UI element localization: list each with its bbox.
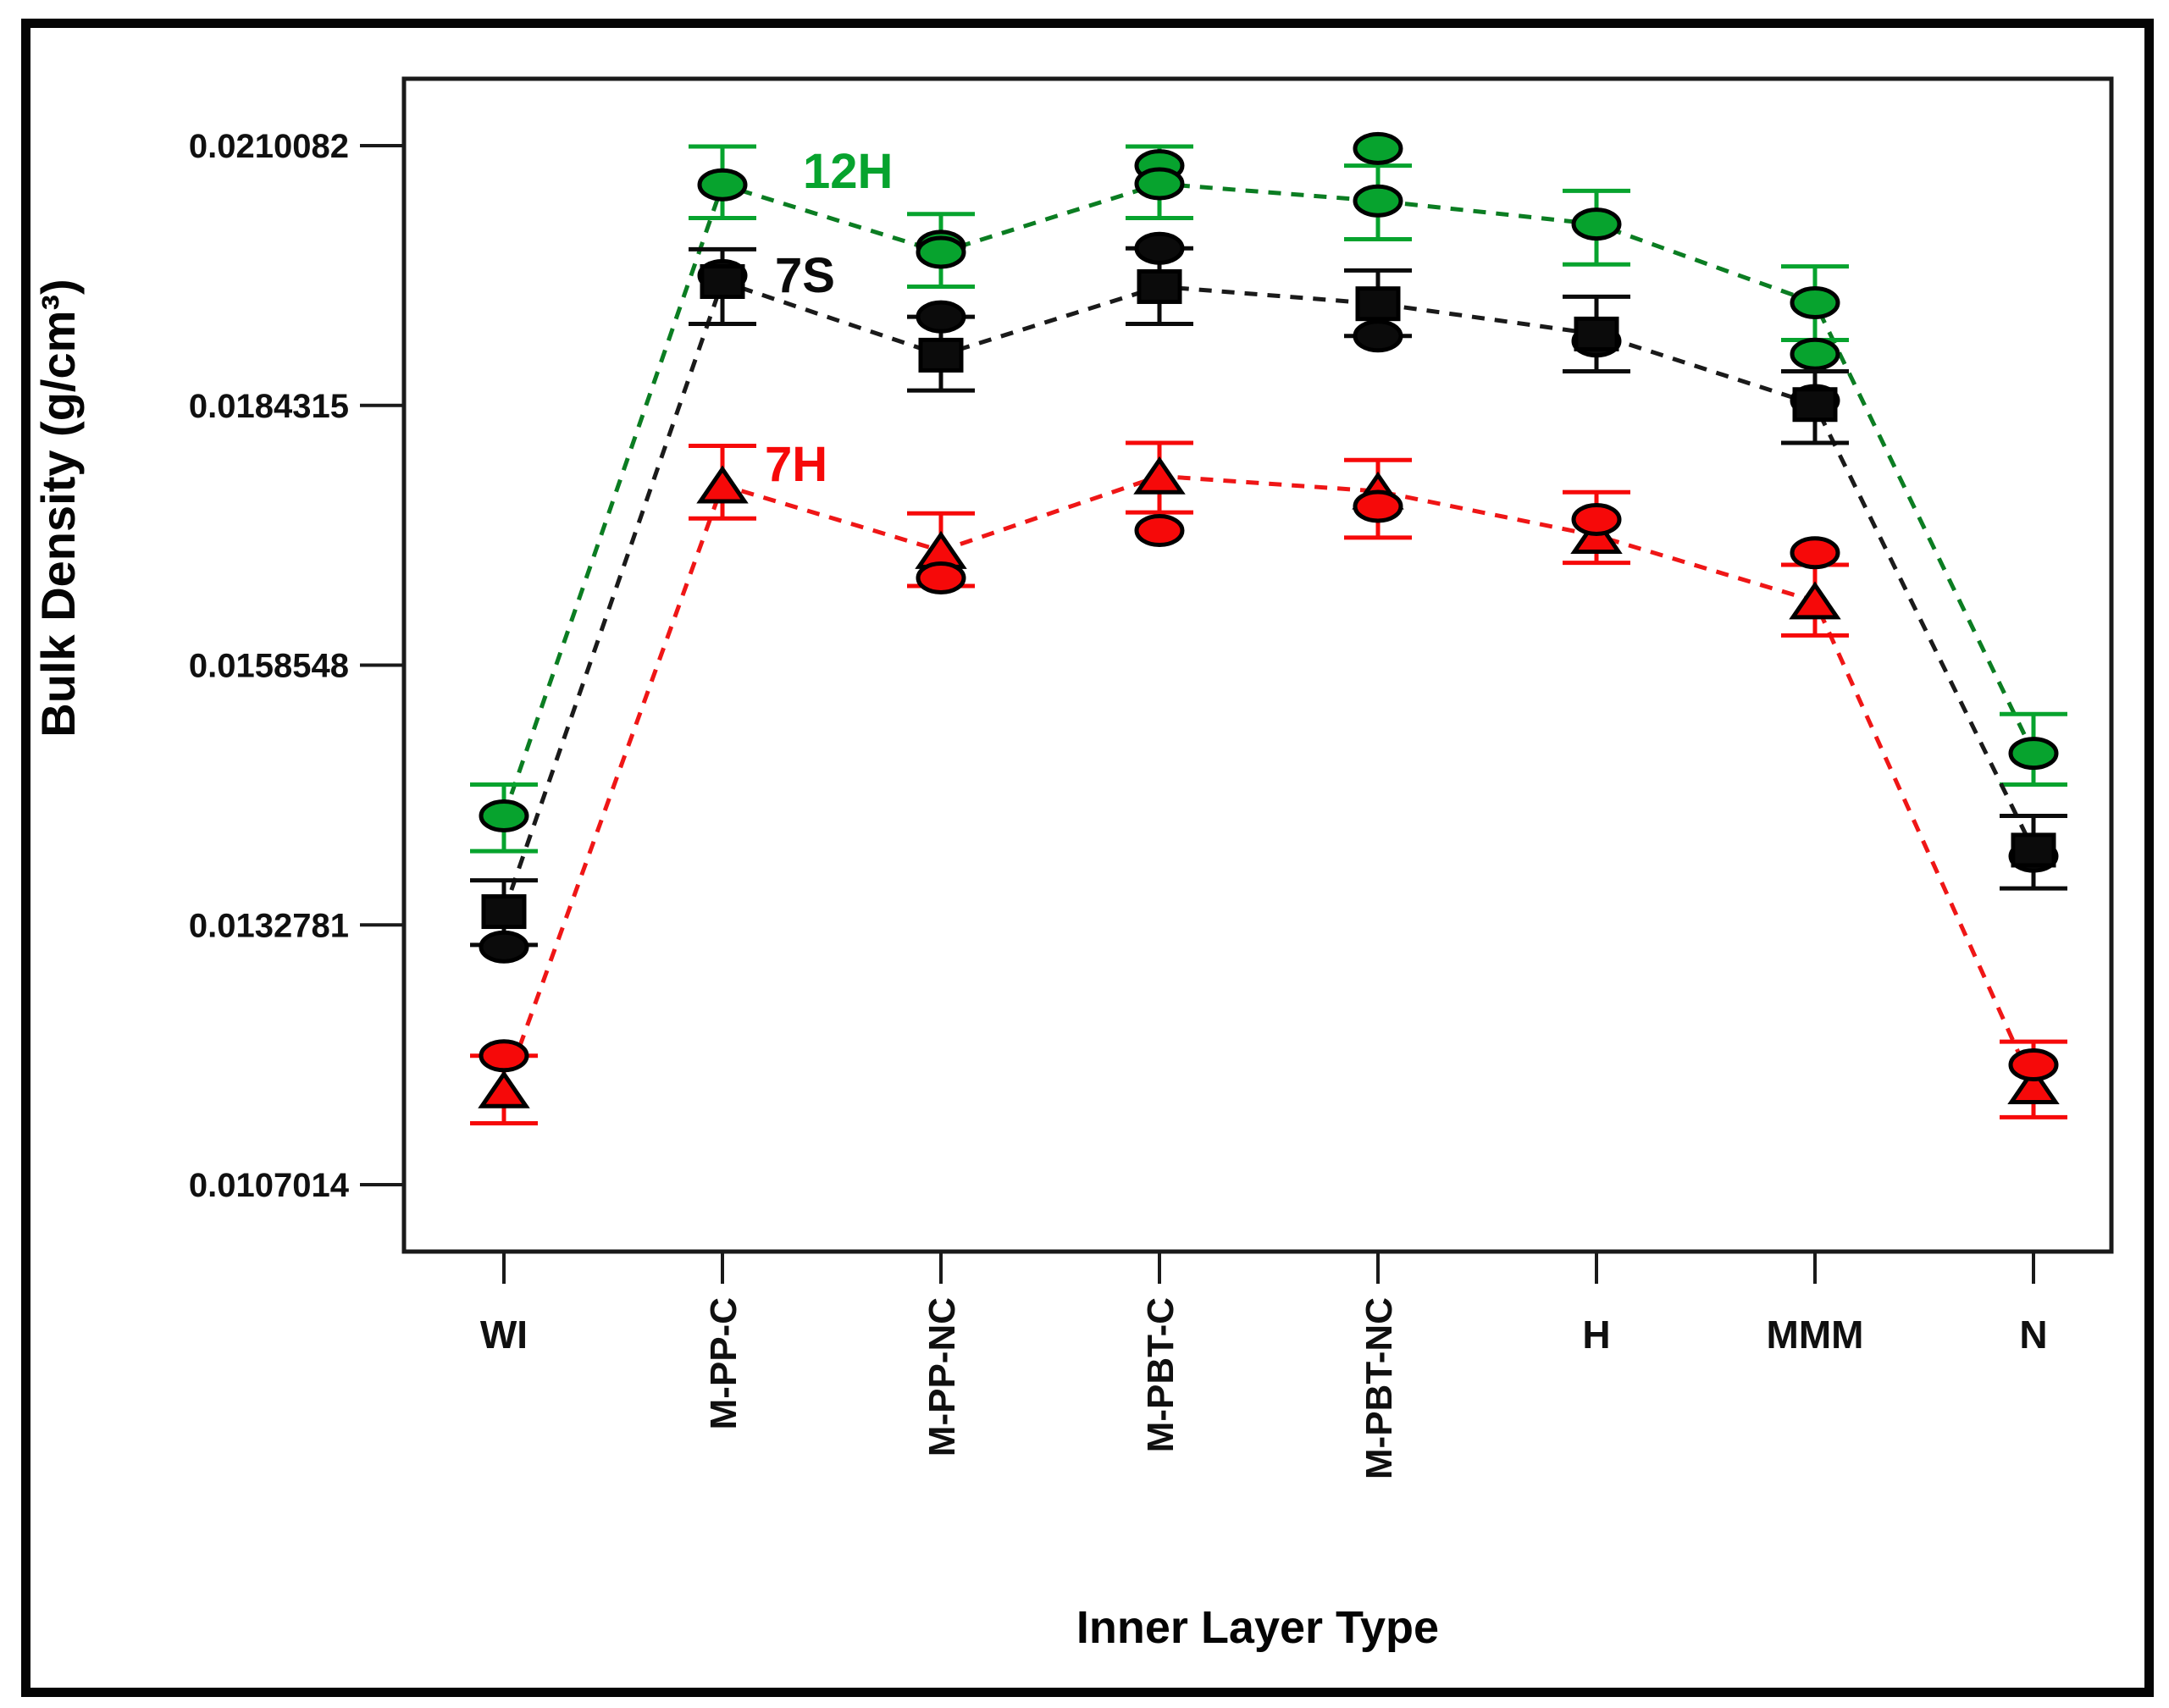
data-point-ellipse [479,799,529,832]
data-point-square [1137,268,1182,304]
y-axis-title: Bulk Density (g/cm³) [31,279,85,737]
x-axis: WI M-PP-C M-PP-NC M-PBT-C M-PBT-NC H MMM N [480,1252,2048,1479]
data-point-triangle [2007,1066,2060,1105]
data-point-ellipse [2008,737,2059,771]
series-label-7H: 7H [765,437,827,492]
data-point-ellipse [1134,514,1185,548]
data-point-triangle [696,465,749,504]
data-point-square [1792,387,1838,423]
series-label-7S: 7S [775,248,835,303]
plot-border [401,76,2114,1254]
series-line [501,181,2036,817]
x-tick-label: H [1582,1313,1610,1357]
y-tick-label: 0.0210082 [189,128,349,165]
data-point-ellipse [916,300,966,334]
data-point-ellipse [916,561,966,595]
data-point-ellipse [697,168,748,202]
y-tick-label: 0.0132781 [189,907,349,944]
series-line [501,473,2036,1092]
y-tick-label: 0.0184315 [189,388,349,425]
data-point-ellipse [1353,131,1403,165]
data-point-triangle [478,1070,530,1108]
x-tick-label: MMM [1767,1313,1864,1357]
data-point-ellipse [2008,1048,2059,1082]
data-point-square [1574,316,1619,351]
y-tick-label: 0.0107014 [189,1167,350,1204]
x-tick-label: M-PBT-NC [1358,1297,1400,1479]
data-point-ellipse [1790,286,1840,320]
data-point-ellipse [1571,502,1622,536]
data-point-ellipse [1571,207,1622,241]
data-point-triangle [1133,456,1186,495]
series-12H [470,131,2067,854]
x-tick-label: WI [480,1313,528,1357]
data-point-ellipse [1790,337,1840,371]
data-point-ellipse [1790,536,1840,570]
x-tick-label: M-PP-C [703,1297,744,1429]
y-axis: 0.0210082 0.0184315 0.0158548 0.0132781 0.01… [189,128,404,1204]
data-point-ellipse [479,1039,529,1073]
series-7H [470,440,2067,1126]
data-point-ellipse [1353,489,1403,523]
data-point-ellipse [1353,184,1403,218]
series-label-12H: 12H [803,144,893,199]
data-point-square [918,337,964,373]
series-line [501,279,2036,913]
data-point-square [2011,832,2056,868]
figure-frame [21,19,2154,1697]
y-tick-label: 0.0158548 [189,648,349,685]
x-axis-title: Inner Layer Type [1076,1602,1439,1653]
data-point-square [700,264,745,300]
x-tick-label: N [2019,1313,2047,1357]
data-point-ellipse [1134,231,1185,265]
x-tick-label: M-PBT-C [1140,1297,1181,1452]
data-point-ellipse [479,930,529,964]
data-point-square [481,894,527,930]
data-point-ellipse [916,235,966,269]
data-point-triangle [1789,581,1841,620]
data-point-square [1355,286,1401,322]
data-point-ellipse [1353,319,1403,353]
data-point-ellipse [1134,167,1185,201]
x-tick-label: M-PP-NC [921,1297,963,1456]
series-7S [470,231,2067,964]
